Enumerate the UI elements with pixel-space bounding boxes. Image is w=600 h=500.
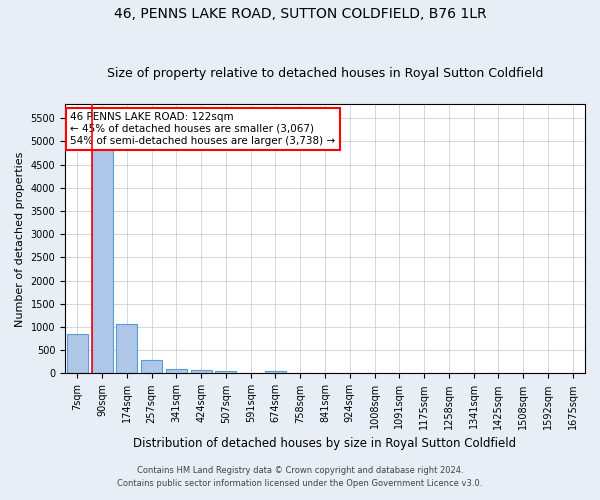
- Bar: [215, 370, 236, 374]
- X-axis label: Distribution of detached houses by size in Royal Sutton Coldfield: Distribution of detached houses by size …: [133, 437, 517, 450]
- Y-axis label: Number of detached properties: Number of detached properties: [15, 151, 25, 326]
- Bar: [141, 360, 162, 374]
- Text: Contains HM Land Registry data © Crown copyright and database right 2024.
Contai: Contains HM Land Registry data © Crown c…: [118, 466, 482, 487]
- Text: 46 PENNS LAKE ROAD: 122sqm
← 45% of detached houses are smaller (3,067)
54% of s: 46 PENNS LAKE ROAD: 122sqm ← 45% of deta…: [70, 112, 335, 146]
- Bar: [166, 370, 187, 374]
- Bar: [92, 118, 113, 374]
- Title: Size of property relative to detached houses in Royal Sutton Coldfield: Size of property relative to detached ho…: [107, 66, 543, 80]
- Bar: [116, 324, 137, 374]
- Bar: [265, 371, 286, 374]
- Text: 46, PENNS LAKE ROAD, SUTTON COLDFIELD, B76 1LR: 46, PENNS LAKE ROAD, SUTTON COLDFIELD, B…: [113, 8, 487, 22]
- Bar: [67, 334, 88, 374]
- Bar: [191, 370, 212, 374]
